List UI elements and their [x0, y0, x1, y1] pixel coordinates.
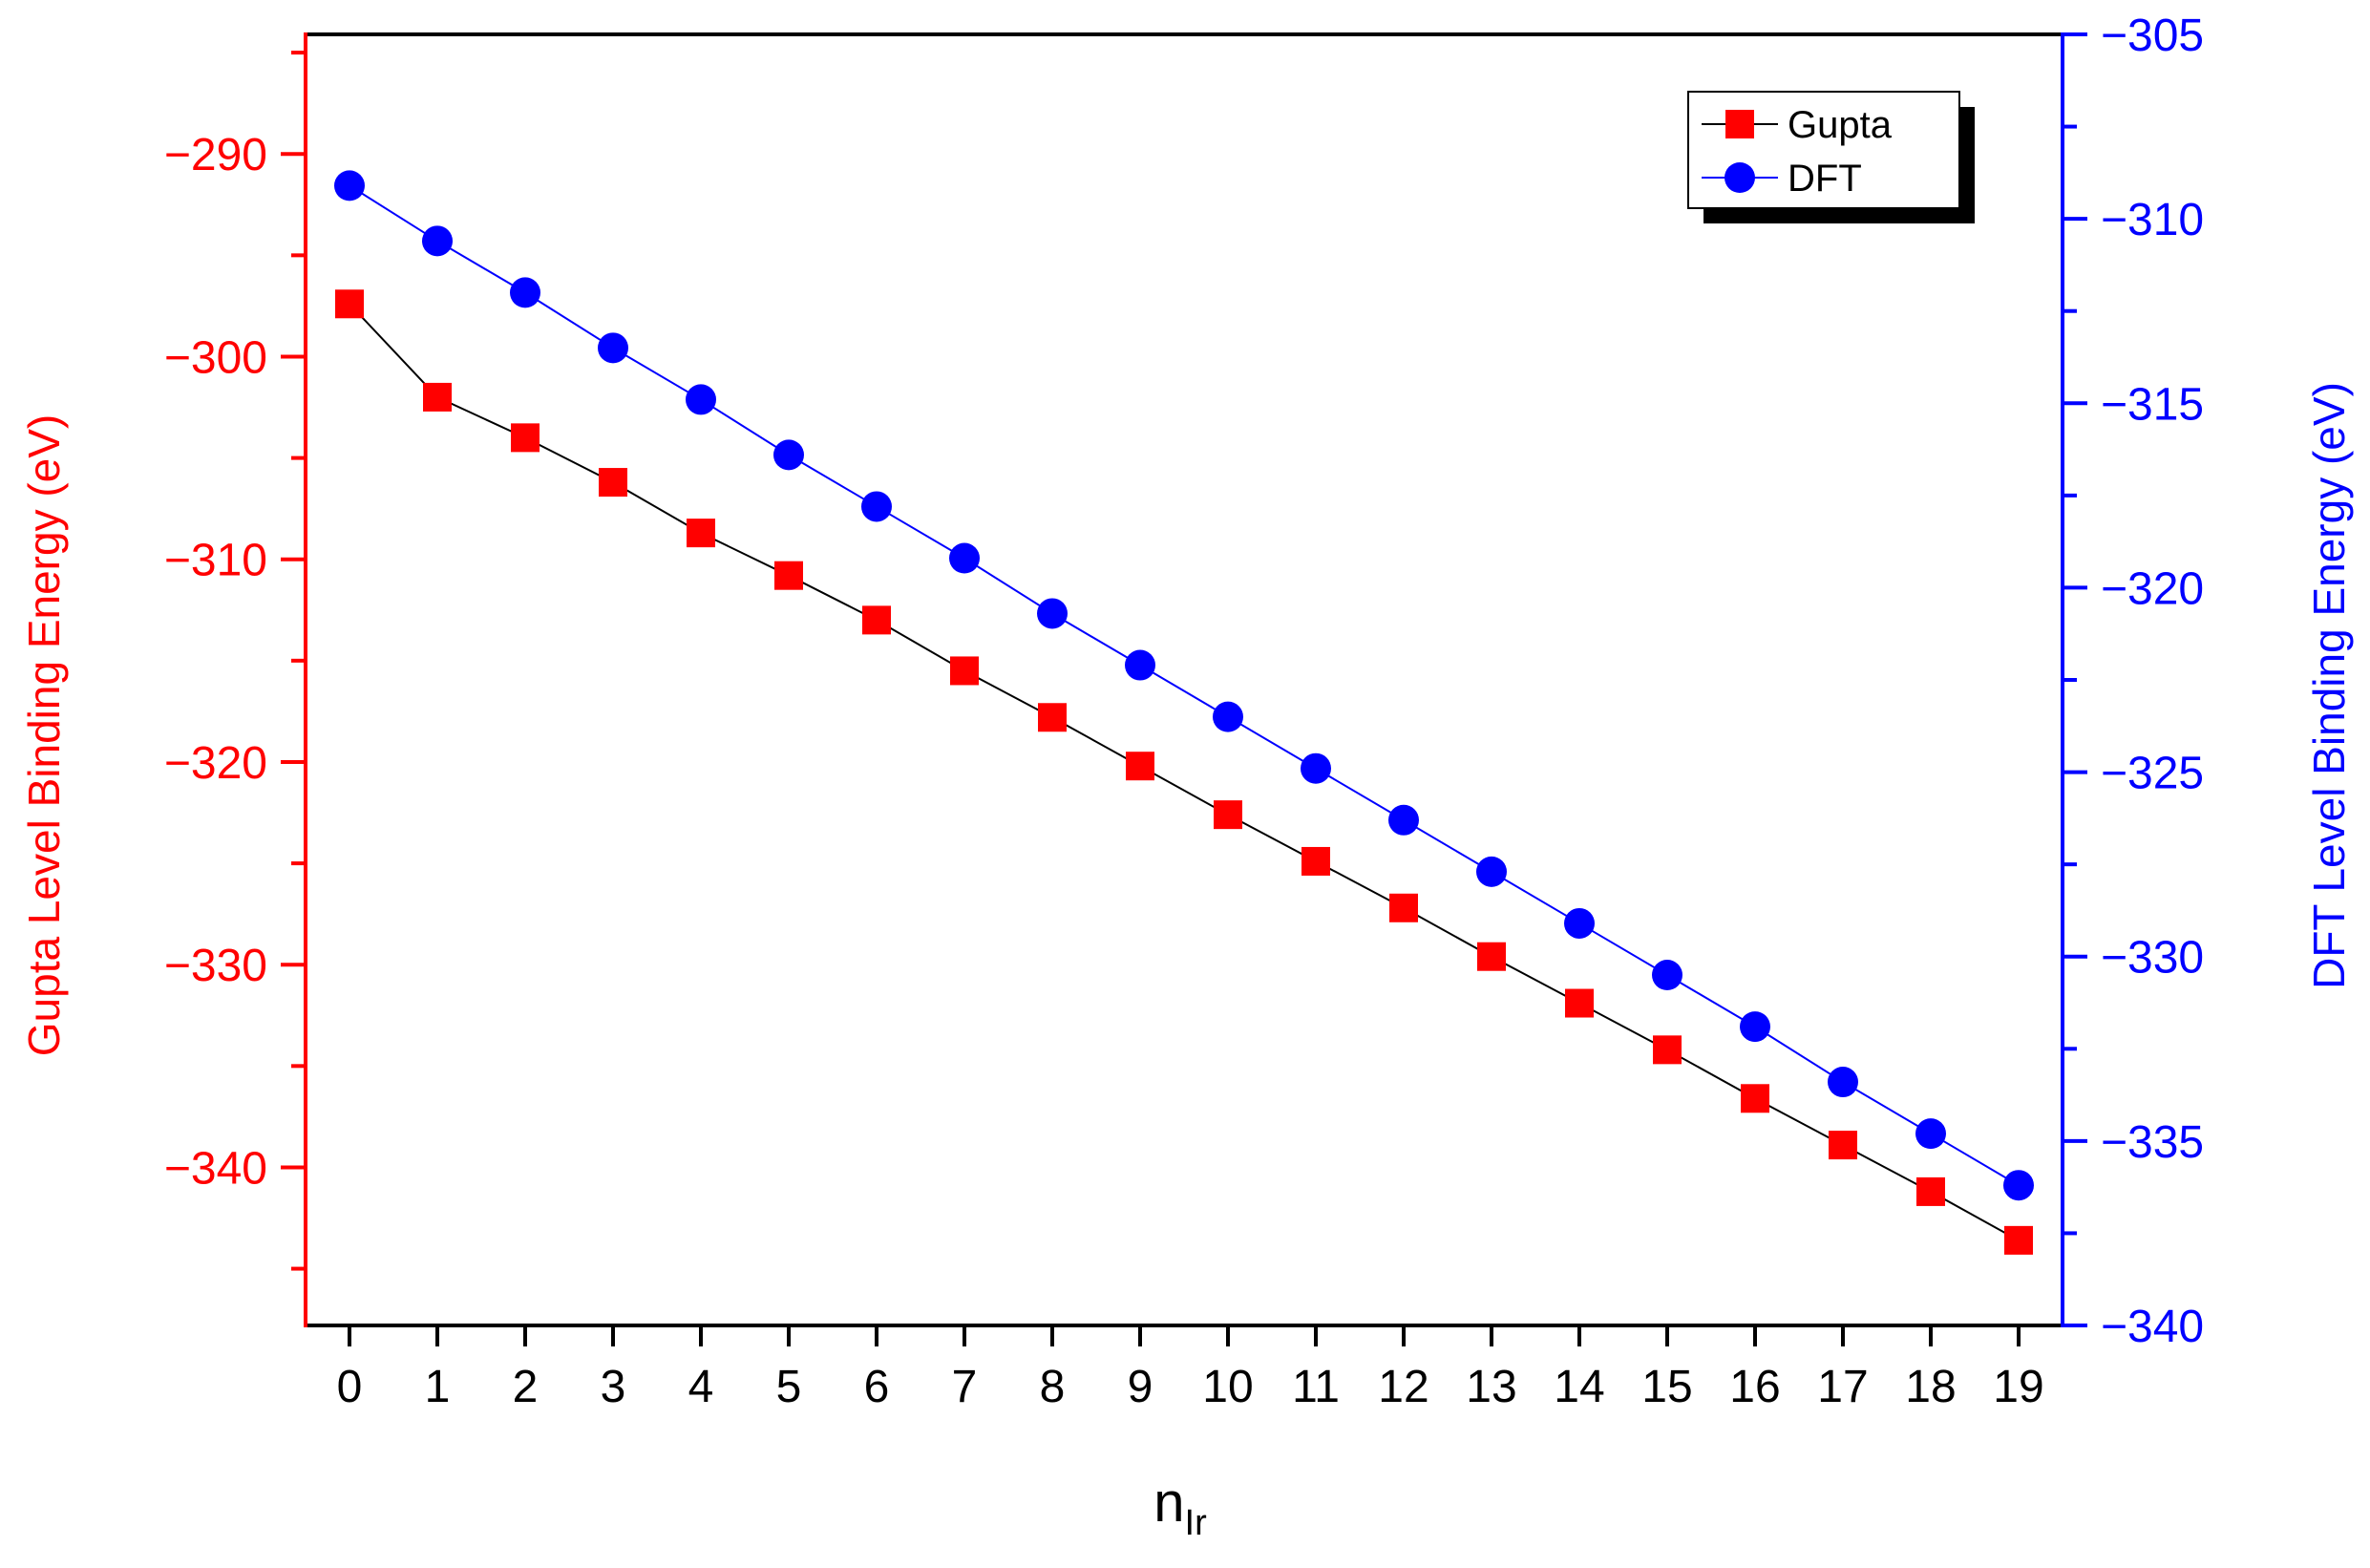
gupta-point	[1741, 1084, 1769, 1113]
x-tick-label: 7	[952, 1362, 978, 1412]
gupta-point	[1389, 893, 1418, 922]
x-tick-label: 2	[513, 1362, 539, 1412]
x-tick-label: 17	[1817, 1362, 1868, 1412]
gupta-series-line	[349, 303, 2020, 1241]
x-axis-label-subscript: Ir	[1185, 1503, 1208, 1543]
legend-item-dft-marker	[1725, 162, 1755, 193]
dft-point	[510, 277, 540, 308]
gupta-point	[1038, 703, 1067, 732]
gupta-point	[774, 561, 803, 590]
dft-point	[1301, 752, 1331, 784]
right-tick-label: −305	[2101, 11, 2204, 61]
right-tick-label: −315	[2101, 379, 2204, 430]
dft-point	[334, 170, 365, 201]
left-y-axis: −290 −300 −310 −320 −330 −340	[164, 32, 307, 1327]
left-tick-label: −300	[164, 332, 267, 383]
gupta-point	[687, 519, 715, 548]
left-tick-label: −330	[164, 941, 267, 991]
gupta-point	[862, 605, 891, 635]
dft-point	[1828, 1067, 1858, 1098]
dft-point	[422, 225, 453, 257]
gupta-point	[950, 656, 979, 686]
dft-point	[1125, 649, 1155, 681]
dft-point	[861, 491, 892, 522]
gupta-point	[1477, 942, 1506, 971]
gupta-point	[1829, 1131, 1857, 1160]
x-tick-label: 15	[1641, 1362, 1692, 1412]
gupta-point	[423, 382, 452, 412]
gupta-point	[1126, 752, 1154, 781]
x-tick-label: 14	[1554, 1362, 1604, 1412]
gupta-point	[1653, 1035, 1682, 1065]
series-layer	[334, 170, 2034, 1255]
left-tick-label: −310	[164, 536, 267, 586]
dft-point	[1652, 960, 1682, 991]
x-tick-label: 1	[425, 1362, 451, 1412]
dft-point	[1388, 804, 1419, 836]
dft-point	[686, 384, 716, 415]
gupta-point	[511, 423, 540, 453]
dft-point	[1213, 701, 1243, 732]
legend: Gupta DFT	[1687, 91, 1975, 223]
left-tick-label: −340	[164, 1143, 267, 1194]
x-tick-label: 18	[1905, 1362, 1956, 1412]
gupta-point	[599, 468, 627, 498]
right-y-axis-label: DFT Level Binding Energy (eV)	[2304, 382, 2354, 989]
dft-point	[1476, 856, 1507, 887]
right-tick-label: −330	[2101, 933, 2204, 984]
x-axis-label-main: n	[1153, 1472, 1184, 1534]
x-tick-label: 4	[688, 1362, 714, 1412]
dft-point	[773, 439, 804, 471]
dft-series-line	[349, 184, 2020, 1187]
right-tick-label: −335	[2101, 1117, 2204, 1168]
legend-item-gupta-marker	[1725, 110, 1754, 138]
x-tick-label: 11	[1292, 1362, 1340, 1412]
x-tick-label: 5	[776, 1362, 802, 1412]
gupta-point	[1301, 846, 1330, 876]
dft-point	[1564, 907, 1595, 939]
x-tick-label: 3	[601, 1362, 626, 1412]
dft-point	[1037, 598, 1068, 629]
gupta-point	[1916, 1176, 1945, 1206]
left-tick-label: −290	[164, 130, 267, 180]
dft-point	[2003, 1170, 2034, 1201]
plot-frame	[306, 32, 2063, 1327]
dft-point	[1915, 1118, 1946, 1150]
x-tick-label: 8	[1040, 1362, 1066, 1412]
legend-item-dft-label: DFT	[1788, 158, 1862, 200]
left-y-axis-label: Gupta Level Binding Energy (eV)	[19, 414, 69, 1057]
dft-point	[1740, 1011, 1770, 1043]
right-tick-label: −340	[2101, 1302, 2204, 1352]
right-tick-label: −320	[2101, 563, 2204, 614]
gupta-point	[1565, 988, 1594, 1018]
x-tick-label: 6	[864, 1362, 890, 1412]
x-tick-label: 12	[1378, 1362, 1428, 1412]
x-tick-label: 13	[1466, 1362, 1516, 1412]
right-tick-label: −325	[2101, 749, 2204, 799]
x-tick-label: 0	[337, 1362, 363, 1412]
gupta-point	[2004, 1225, 2033, 1255]
right-y-axis: −305 −310 −315 −320 −325 −330 −335 −340	[2061, 11, 2204, 1352]
x-tick-label: 19	[1993, 1362, 2043, 1412]
gupta-point	[335, 289, 364, 319]
x-tick-label: 16	[1729, 1362, 1780, 1412]
x-tick-label: 10	[1202, 1362, 1253, 1412]
left-tick-label: −320	[164, 738, 267, 789]
x-axis: 0 1 2 3 4 5 6 7 8 9 10 11 12 13 14 15 16 17 18 19	[337, 1325, 2044, 1412]
dft-point	[949, 542, 980, 574]
x-axis-label: nIr	[1153, 1472, 1207, 1543]
right-tick-label: −310	[2101, 195, 2204, 245]
x-tick-label: 9	[1128, 1362, 1153, 1412]
gupta-point	[1214, 800, 1242, 830]
legend-item-gupta-label: Gupta	[1788, 104, 1893, 146]
dft-point	[598, 332, 628, 364]
